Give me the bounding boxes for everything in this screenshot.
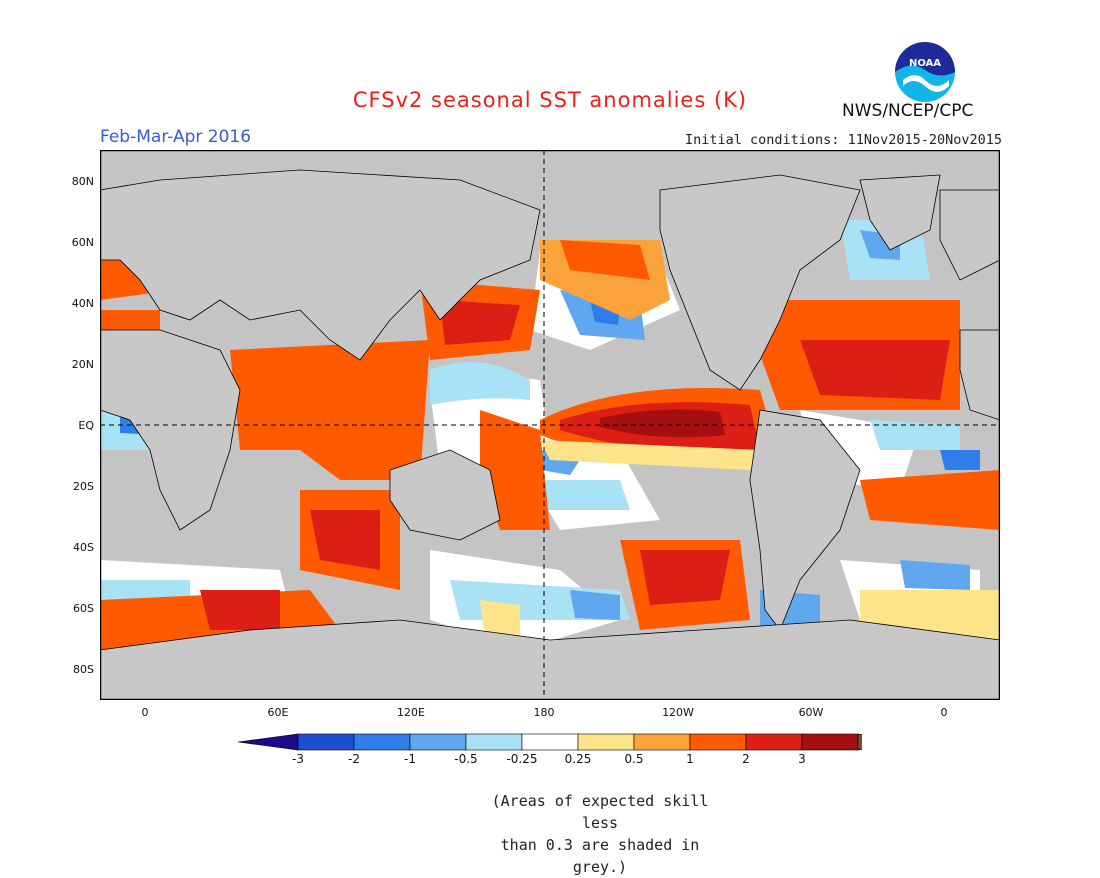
colorbar-label: 3 — [798, 752, 806, 766]
lat-label: EQ — [78, 419, 94, 432]
colorbar-swatch — [857, 733, 919, 751]
colorbar-label: -3 — [292, 752, 304, 766]
colorbar-swatch — [297, 733, 355, 751]
lat-label: 60N — [71, 236, 94, 249]
colorbar-swatch — [745, 733, 803, 751]
sst-anomaly-map — [99, 149, 1001, 701]
colorbar-label: 0.25 — [564, 752, 592, 766]
map-frame — [99, 149, 1001, 701]
lat-label: 80S — [73, 663, 94, 676]
season-label: Feb-Mar-Apr 2016 — [100, 127, 252, 147]
lat-label: 20S — [73, 480, 94, 493]
lon-label: 0 — [940, 706, 948, 719]
colorbar-swatch — [521, 733, 579, 751]
skill-note-line-1: (Areas of expected skill less — [491, 792, 709, 832]
lon-label: 0 — [141, 706, 149, 719]
skill-note-line-2: than 0.3 are shaded in grey.) — [500, 836, 700, 876]
colorbar-label: 2 — [742, 752, 750, 766]
colorbar-swatch — [409, 733, 467, 751]
lon-label: 60E — [267, 706, 289, 719]
lon-label: 180 — [533, 706, 555, 719]
lon-label: 120E — [397, 706, 425, 719]
lat-label: 40S — [73, 541, 94, 554]
map-title: CFSv2 seasonal SST anomalies (K) — [352, 88, 748, 112]
colorbar-label: 0.5 — [624, 752, 644, 766]
land-masses — [100, 169, 1000, 700]
lat-label: 40N — [71, 297, 94, 310]
lat-label: 60S — [73, 602, 94, 615]
colorbar-label: -0.25 — [506, 752, 538, 766]
colorbar-swatch — [801, 733, 859, 751]
lat-label: 80N — [71, 175, 94, 188]
skill-note: (Areas of expected skill less than 0.3 a… — [470, 790, 730, 878]
el-nino-anomaly — [540, 388, 780, 470]
map-canvas — [99, 149, 1001, 701]
colorbar-swatch — [633, 733, 691, 751]
lon-label: 120W — [662, 706, 694, 719]
colorbar — [237, 732, 919, 772]
colorbar-label: -1 — [404, 752, 416, 766]
agency-label: NWS/NCEP/CPC — [842, 101, 974, 121]
colorbar-swatch — [689, 733, 747, 751]
colorbar-label: 1 — [686, 752, 694, 766]
logo-text: NOAA — [909, 58, 941, 69]
colorbar-swatch — [237, 733, 299, 751]
colorbar-swatches — [237, 733, 919, 751]
colorbar-swatch — [353, 733, 411, 751]
lon-label: 60W — [798, 706, 824, 719]
colorbar-swatch — [577, 733, 635, 751]
colorbar-swatch — [465, 733, 523, 751]
colorbar-label: -2 — [348, 752, 360, 766]
lat-label: 20N — [71, 358, 94, 371]
noaa-logo: NOAA — [893, 40, 957, 104]
initial-conditions-label: Initial conditions: 11Nov2015-20Nov2015 — [685, 132, 1002, 148]
colorbar-label: -0.5 — [454, 752, 478, 766]
